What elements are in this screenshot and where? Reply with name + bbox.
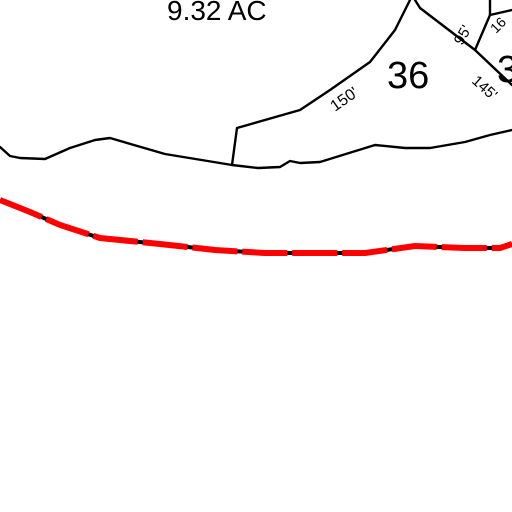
lower-parcel-boundary [0, 128, 512, 170]
boundary-dash-line [0, 197, 512, 256]
partial-parcel-label: 3 [497, 49, 512, 91]
dimension-145-label: 145' [468, 72, 500, 103]
parcel-lines [0, 0, 512, 170]
dashed-boundary [0, 197, 512, 256]
dimension-95-label: 95' [451, 22, 476, 48]
partial-parcel-line [473, 48, 512, 87]
parcel-36-label: 36 [387, 55, 429, 97]
acreage-label: 9.32 AC [167, 0, 267, 26]
parcel-36-west-line [230, 0, 412, 167]
